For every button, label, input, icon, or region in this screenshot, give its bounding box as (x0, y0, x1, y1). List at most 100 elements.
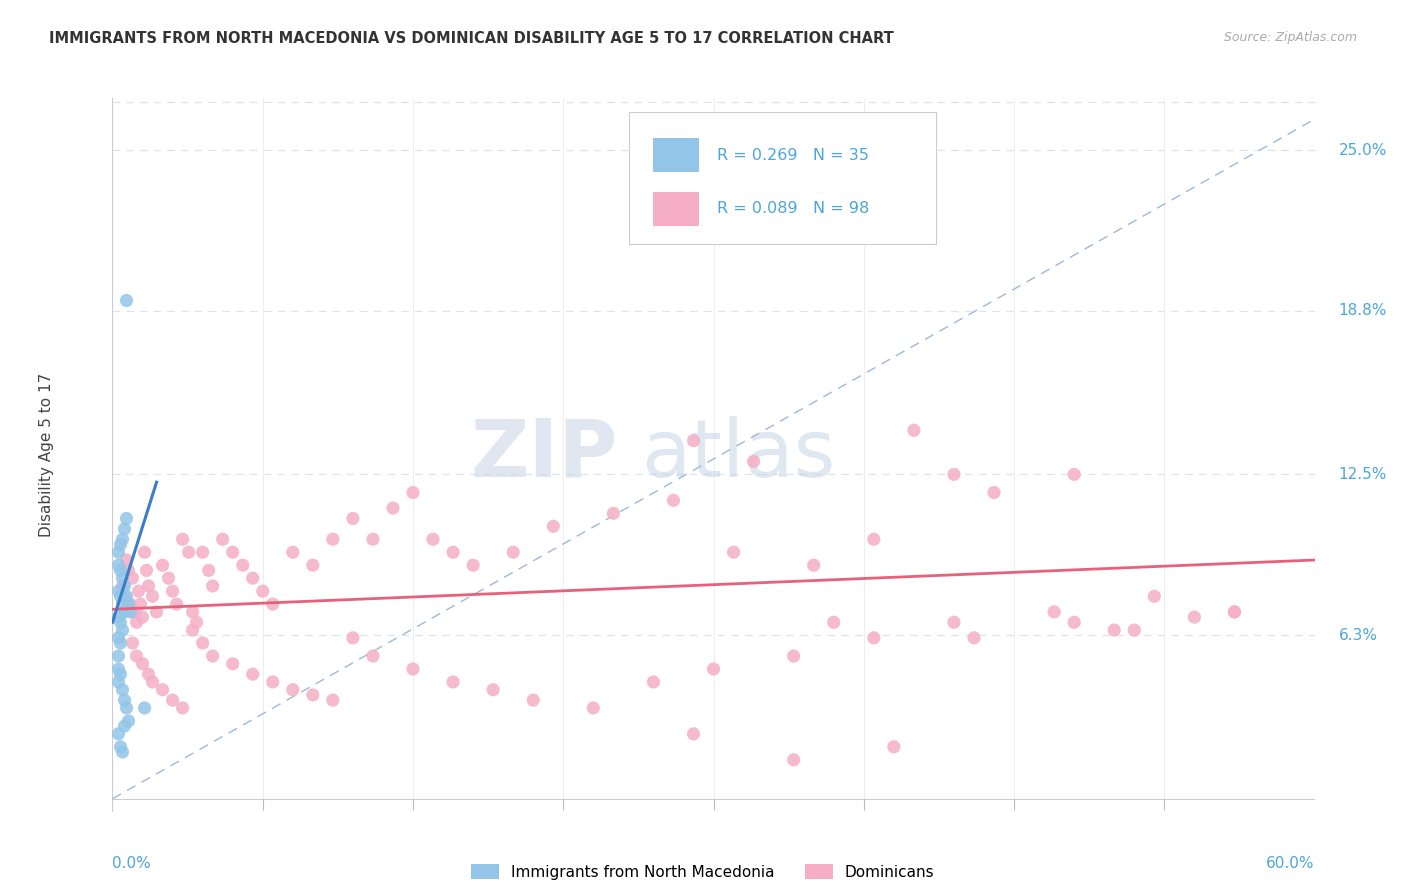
Point (602, 506, 624, 520)
Point (115, 293, 138, 308)
Point (823, 615, 845, 630)
Point (441, 545, 464, 559)
Point (114, 605, 136, 619)
Point (242, 667, 264, 681)
Point (782, 648, 804, 663)
Point (128, 584, 150, 599)
Point (111, 682, 134, 697)
Point (242, 571, 264, 585)
Point (120, 605, 142, 619)
Point (302, 558, 325, 573)
Point (1063, 615, 1085, 630)
FancyBboxPatch shape (630, 112, 936, 244)
Point (107, 631, 129, 645)
Point (135, 563, 157, 577)
Point (110, 636, 132, 650)
Point (402, 485, 425, 500)
Text: 12.5%: 12.5% (1339, 467, 1388, 482)
Point (129, 597, 152, 611)
Point (110, 537, 132, 551)
Point (107, 610, 129, 624)
Point (172, 701, 194, 715)
Text: ZIP: ZIP (470, 416, 617, 494)
Point (111, 745, 134, 759)
Point (382, 501, 405, 516)
Point (115, 553, 138, 567)
Legend: Immigrants from North Macedonia, Dominicans: Immigrants from North Macedonia, Dominic… (471, 864, 935, 880)
Point (110, 615, 132, 630)
Point (138, 667, 160, 681)
Point (863, 533, 886, 547)
Point (117, 563, 139, 577)
Point (131, 657, 153, 671)
Point (107, 648, 129, 663)
Point (1063, 467, 1085, 482)
Point (110, 739, 132, 754)
Point (138, 579, 160, 593)
Point (441, 675, 464, 690)
Text: R = 0.269   N = 35: R = 0.269 N = 35 (717, 148, 869, 162)
Point (121, 636, 143, 650)
Point (682, 727, 704, 741)
Point (177, 545, 200, 559)
Point (124, 605, 146, 619)
Point (1102, 623, 1125, 637)
Point (162, 693, 184, 707)
Point (322, 533, 344, 547)
Point (117, 714, 139, 728)
Point (322, 693, 344, 707)
Point (502, 545, 524, 559)
Point (111, 533, 134, 547)
Point (742, 454, 765, 468)
Point (983, 485, 1005, 500)
Point (1043, 605, 1066, 619)
Point (110, 667, 132, 681)
Point (482, 682, 505, 697)
Text: 0.0%: 0.0% (112, 855, 152, 871)
Point (682, 434, 704, 448)
Point (111, 579, 134, 593)
Text: Disability Age 5 to 17: Disability Age 5 to 17 (39, 373, 53, 537)
Point (232, 558, 254, 573)
Point (186, 615, 208, 630)
Point (181, 605, 204, 619)
Point (110, 563, 132, 577)
Point (197, 563, 219, 577)
Text: atlas: atlas (641, 416, 835, 494)
Point (262, 675, 284, 690)
Point (281, 545, 304, 559)
Point (723, 545, 745, 559)
Point (262, 597, 284, 611)
Point (107, 584, 129, 599)
Point (963, 631, 986, 645)
Text: 25.0%: 25.0% (1339, 143, 1388, 158)
Point (111, 571, 134, 585)
Point (141, 675, 163, 690)
Point (361, 648, 384, 663)
Point (543, 519, 565, 533)
Point (342, 511, 364, 525)
Point (131, 610, 153, 624)
Point (582, 701, 605, 715)
Point (111, 623, 134, 637)
Point (114, 693, 136, 707)
Point (141, 590, 163, 604)
Point (191, 636, 214, 650)
Bar (654, 138, 699, 172)
Point (110, 590, 132, 604)
Point (222, 657, 245, 671)
Point (1123, 623, 1146, 637)
Point (302, 688, 325, 702)
Text: 18.8%: 18.8% (1339, 303, 1388, 318)
Point (114, 579, 136, 593)
Point (115, 590, 138, 604)
Point (1184, 610, 1206, 624)
Point (107, 727, 129, 741)
Point (522, 693, 544, 707)
Point (782, 753, 804, 767)
Point (252, 584, 274, 599)
Point (181, 623, 204, 637)
Text: R = 0.089   N = 98: R = 0.089 N = 98 (717, 202, 869, 216)
Point (152, 682, 174, 697)
Point (134, 701, 156, 715)
